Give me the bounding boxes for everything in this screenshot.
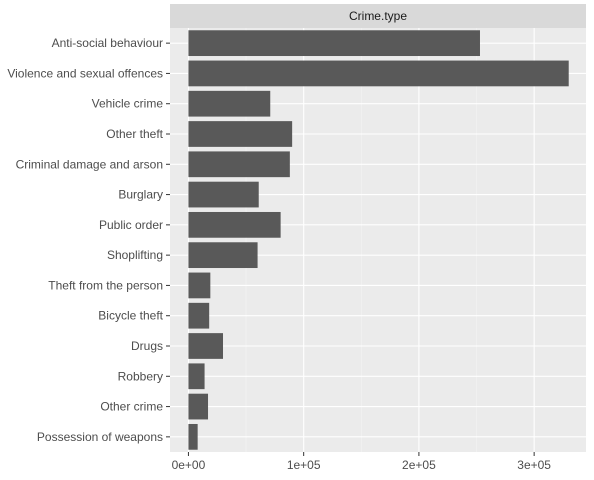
bar [188,423,198,450]
y-tick-label: Vehicle crime [92,97,164,111]
bar [188,242,258,269]
y-tick-label: Anti-social behaviour [52,36,163,50]
strip-background [170,4,586,28]
bar [188,90,271,117]
bar [188,272,211,299]
facet-strip-label: Crime.type [349,9,407,23]
y-tick-label: Robbery [118,369,163,383]
y-tick-label: Drugs [131,339,163,353]
bar [188,60,569,87]
y-tick-label: Other crime [100,400,163,414]
bar [188,393,209,420]
bar [188,333,224,359]
bar [188,181,259,208]
bar [188,363,205,390]
bar [188,302,210,329]
x-tick-label: 2e+05 [402,458,436,472]
y-tick-label: Shoplifting [107,248,163,262]
y-tick-label: Public order [99,218,163,232]
y-tick-label: Other theft [106,127,163,141]
y-axis: Anti-social behaviour Violence and sexual… [7,36,170,444]
y-tick-label: Bicycle theft [98,309,163,323]
y-tick-label: Criminal damage and arson [16,157,163,171]
y-tick-label: Violence and sexual offences [7,66,163,80]
bar [188,151,290,178]
x-tick-label: 0e+00 [172,458,206,472]
bar [188,211,281,238]
bar [188,30,480,57]
bars-layer [188,30,569,450]
y-tick-label: Burglary [118,188,163,202]
x-tick-label: 1e+05 [287,458,321,472]
x-tick-label: 3e+05 [517,458,551,472]
x-axis: 0e+00 1e+05 2e+05 3e+05 [172,452,551,472]
bar [188,121,293,147]
y-tick-label: Possession of weapons [37,430,163,444]
y-tick-label: Theft from the person [48,278,163,292]
